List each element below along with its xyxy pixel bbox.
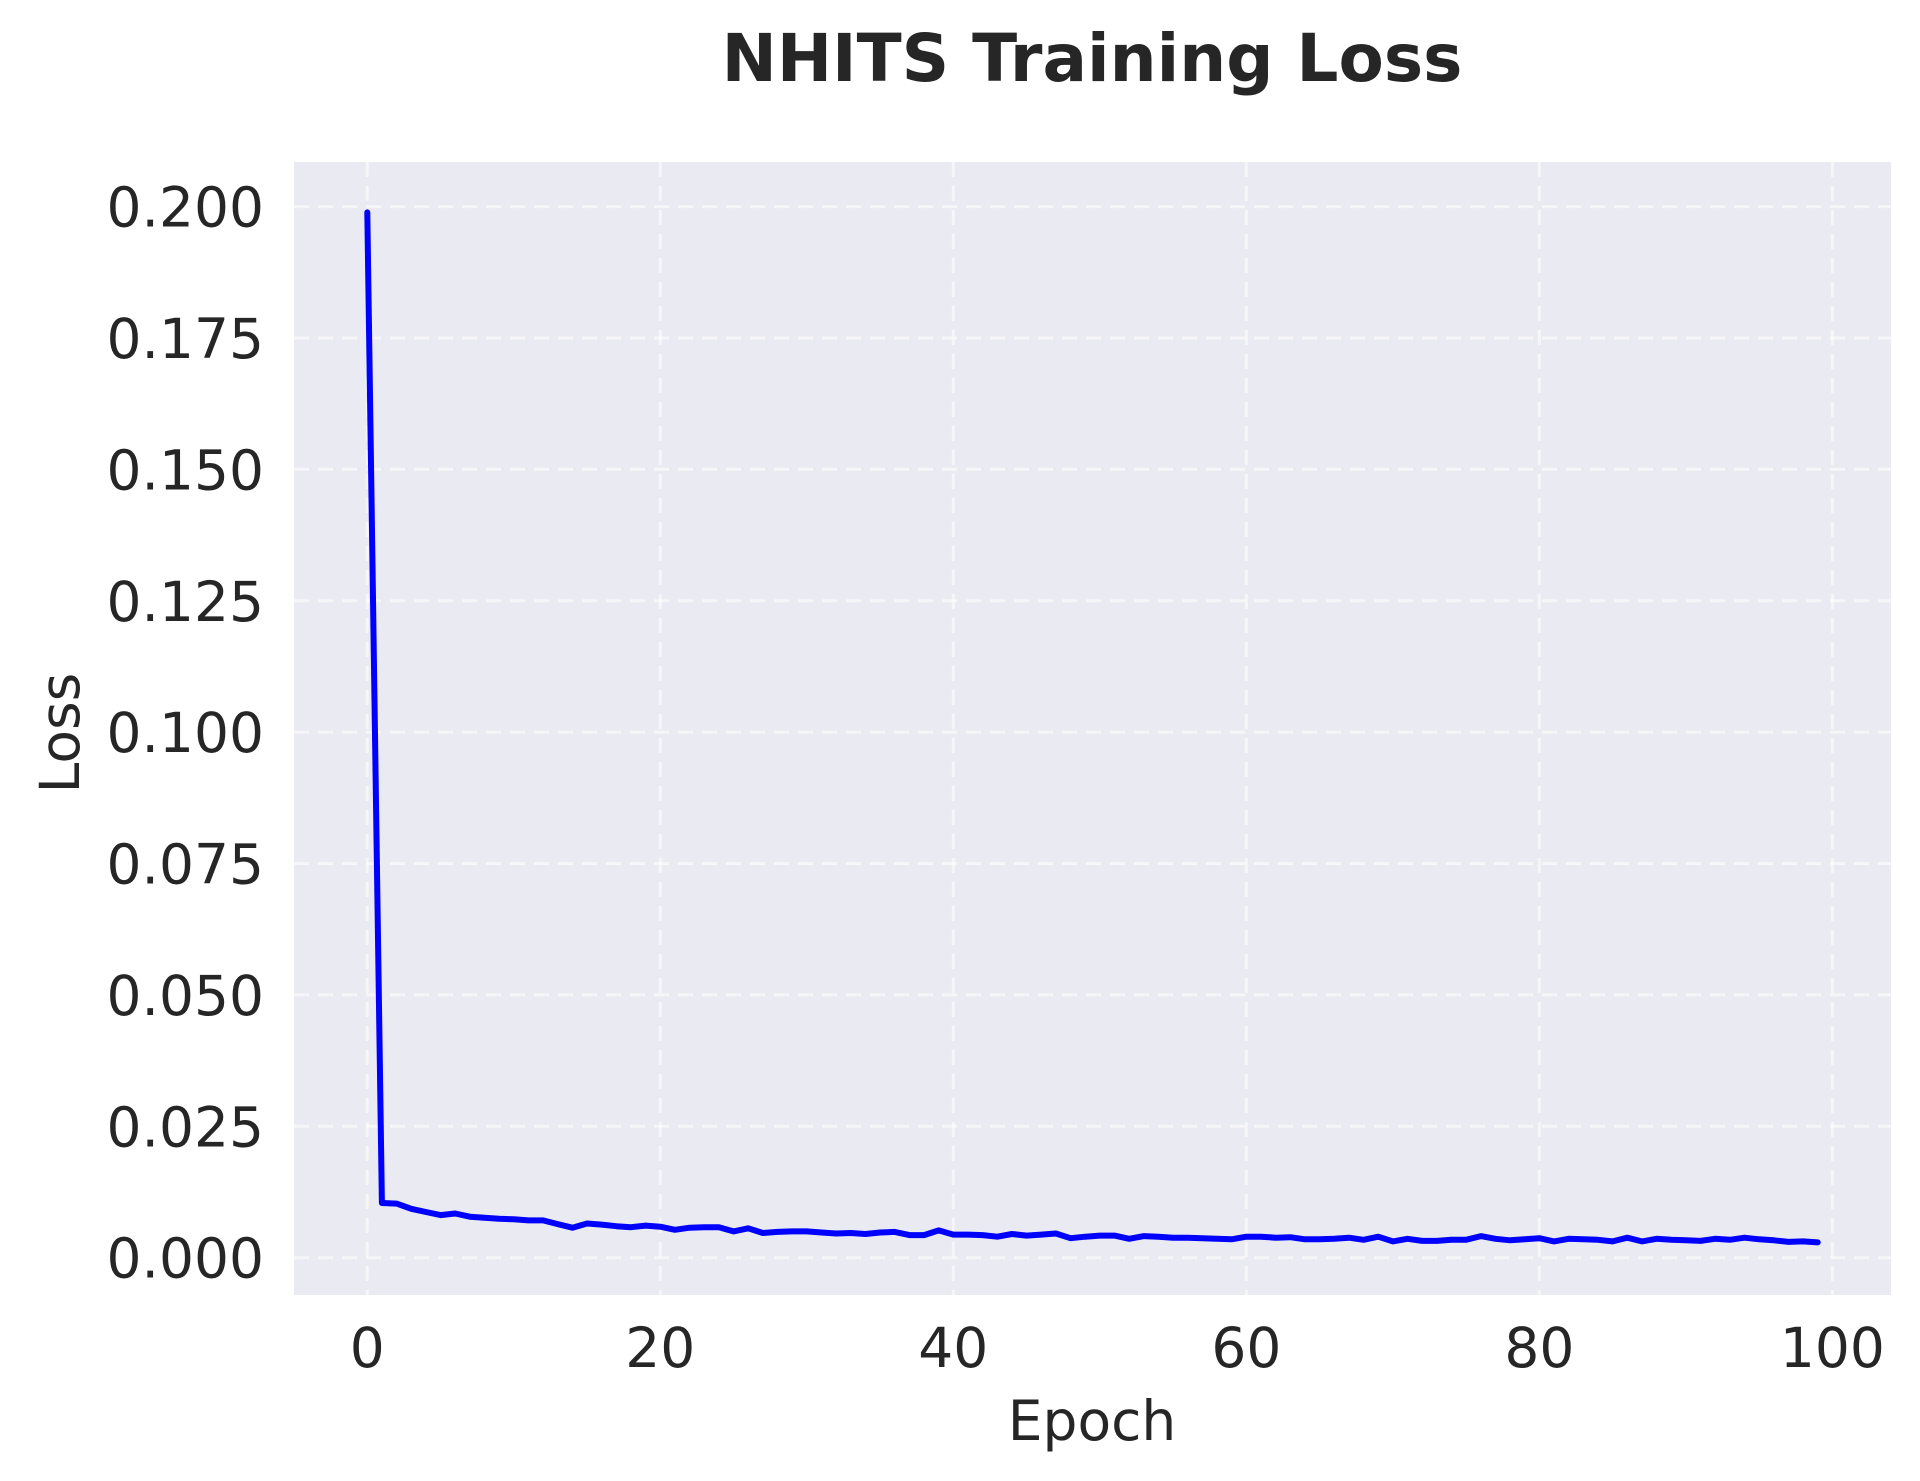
x-tick-label: 80	[1504, 1316, 1574, 1380]
y-axis-label: Loss	[28, 673, 92, 794]
x-tick-label: 100	[1780, 1316, 1885, 1380]
y-tick-label: 0.025	[107, 1095, 264, 1159]
x-tick-label: 40	[918, 1316, 988, 1380]
y-tick-label: 0.000	[107, 1227, 264, 1291]
y-tick-label: 0.175	[107, 307, 264, 371]
y-tick-label: 0.200	[107, 176, 264, 240]
training-loss-line	[364, 209, 1821, 1246]
x-axis-ticks: 0 20 40 60 80 100	[350, 1316, 1885, 1380]
chart-title: NHITS Training Loss	[722, 20, 1463, 97]
y-tick-label: 0.100	[107, 701, 264, 765]
x-tick-label: 60	[1211, 1316, 1281, 1380]
plot-area	[294, 162, 1891, 1295]
x-tick-label: 20	[625, 1316, 695, 1380]
y-tick-label: 0.150	[107, 438, 264, 502]
y-axis-ticks: 0.000 0.025 0.050 0.075 0.100 0.125 0.150 0.175…	[107, 176, 264, 1291]
grid-lines	[294, 162, 1891, 1295]
y-tick-label: 0.125	[107, 570, 264, 634]
y-tick-label: 0.075	[107, 833, 264, 897]
x-tick-label: 0	[350, 1316, 385, 1380]
y-tick-label: 0.050	[107, 964, 264, 1028]
x-axis-label: Epoch	[1008, 1389, 1176, 1453]
